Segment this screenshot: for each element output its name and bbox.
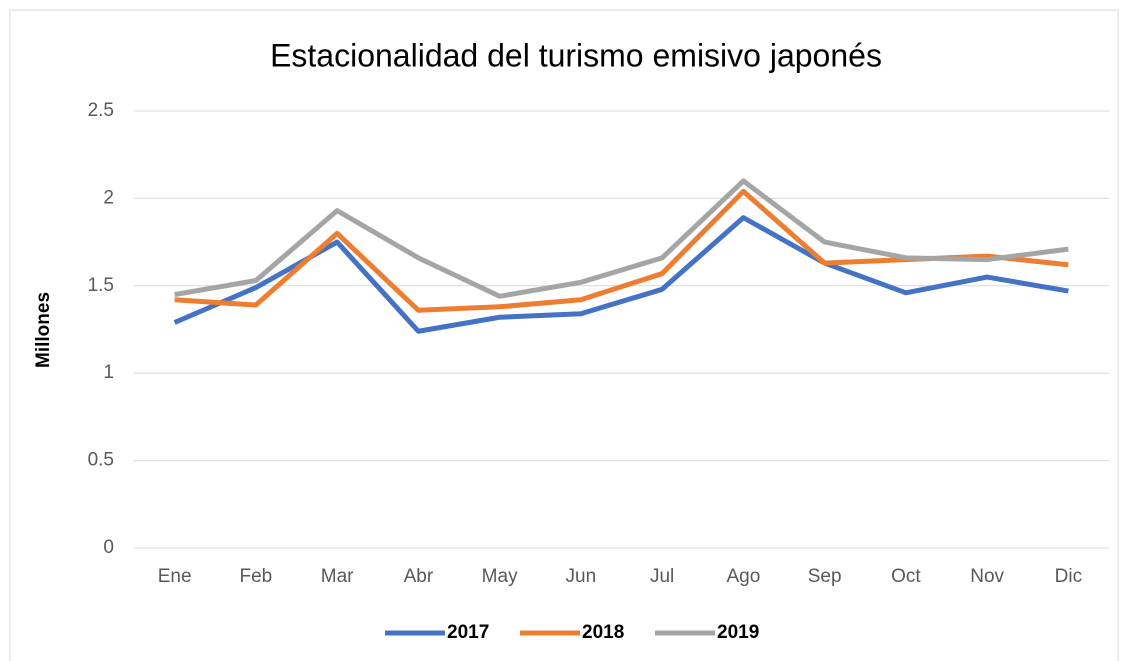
legend-label: 2017 [447, 622, 489, 643]
x-tick-label: May [482, 566, 518, 587]
legend-label: 2018 [582, 622, 624, 643]
x-tick-label: Oct [891, 566, 921, 587]
x-tick-label: Ene [158, 566, 192, 587]
y-axis-label: Millones [33, 292, 54, 368]
line-series [174, 178, 1069, 299]
x-tick-label: Dic [1055, 566, 1082, 587]
y-tick-label: 1.5 [88, 275, 114, 296]
x-tick-label: Nov [970, 566, 1004, 587]
x-tick-label: Abr [404, 566, 434, 587]
line-series [173, 215, 1069, 334]
y-tick-label: 2 [103, 187, 114, 208]
x-tick-label: Sep [808, 566, 842, 587]
y-tick-label: 0.5 [88, 450, 114, 471]
x-tick-label: Jun [566, 566, 597, 587]
x-tick-label: Ago [726, 566, 760, 587]
line-series [174, 188, 1069, 313]
y-tick-label: 2.5 [88, 100, 114, 121]
x-tick-label: Feb [240, 566, 273, 587]
x-tick-label: Mar [321, 566, 354, 587]
x-tick-label: Jul [650, 566, 674, 587]
y-tick-label: 0 [103, 537, 114, 558]
y-tick-label: 1 [103, 362, 114, 383]
chart-frame [9, 9, 1119, 661]
chart-title: Estacionalidad del turismo emisivo japon… [270, 37, 882, 73]
legend-label: 2019 [717, 622, 759, 643]
